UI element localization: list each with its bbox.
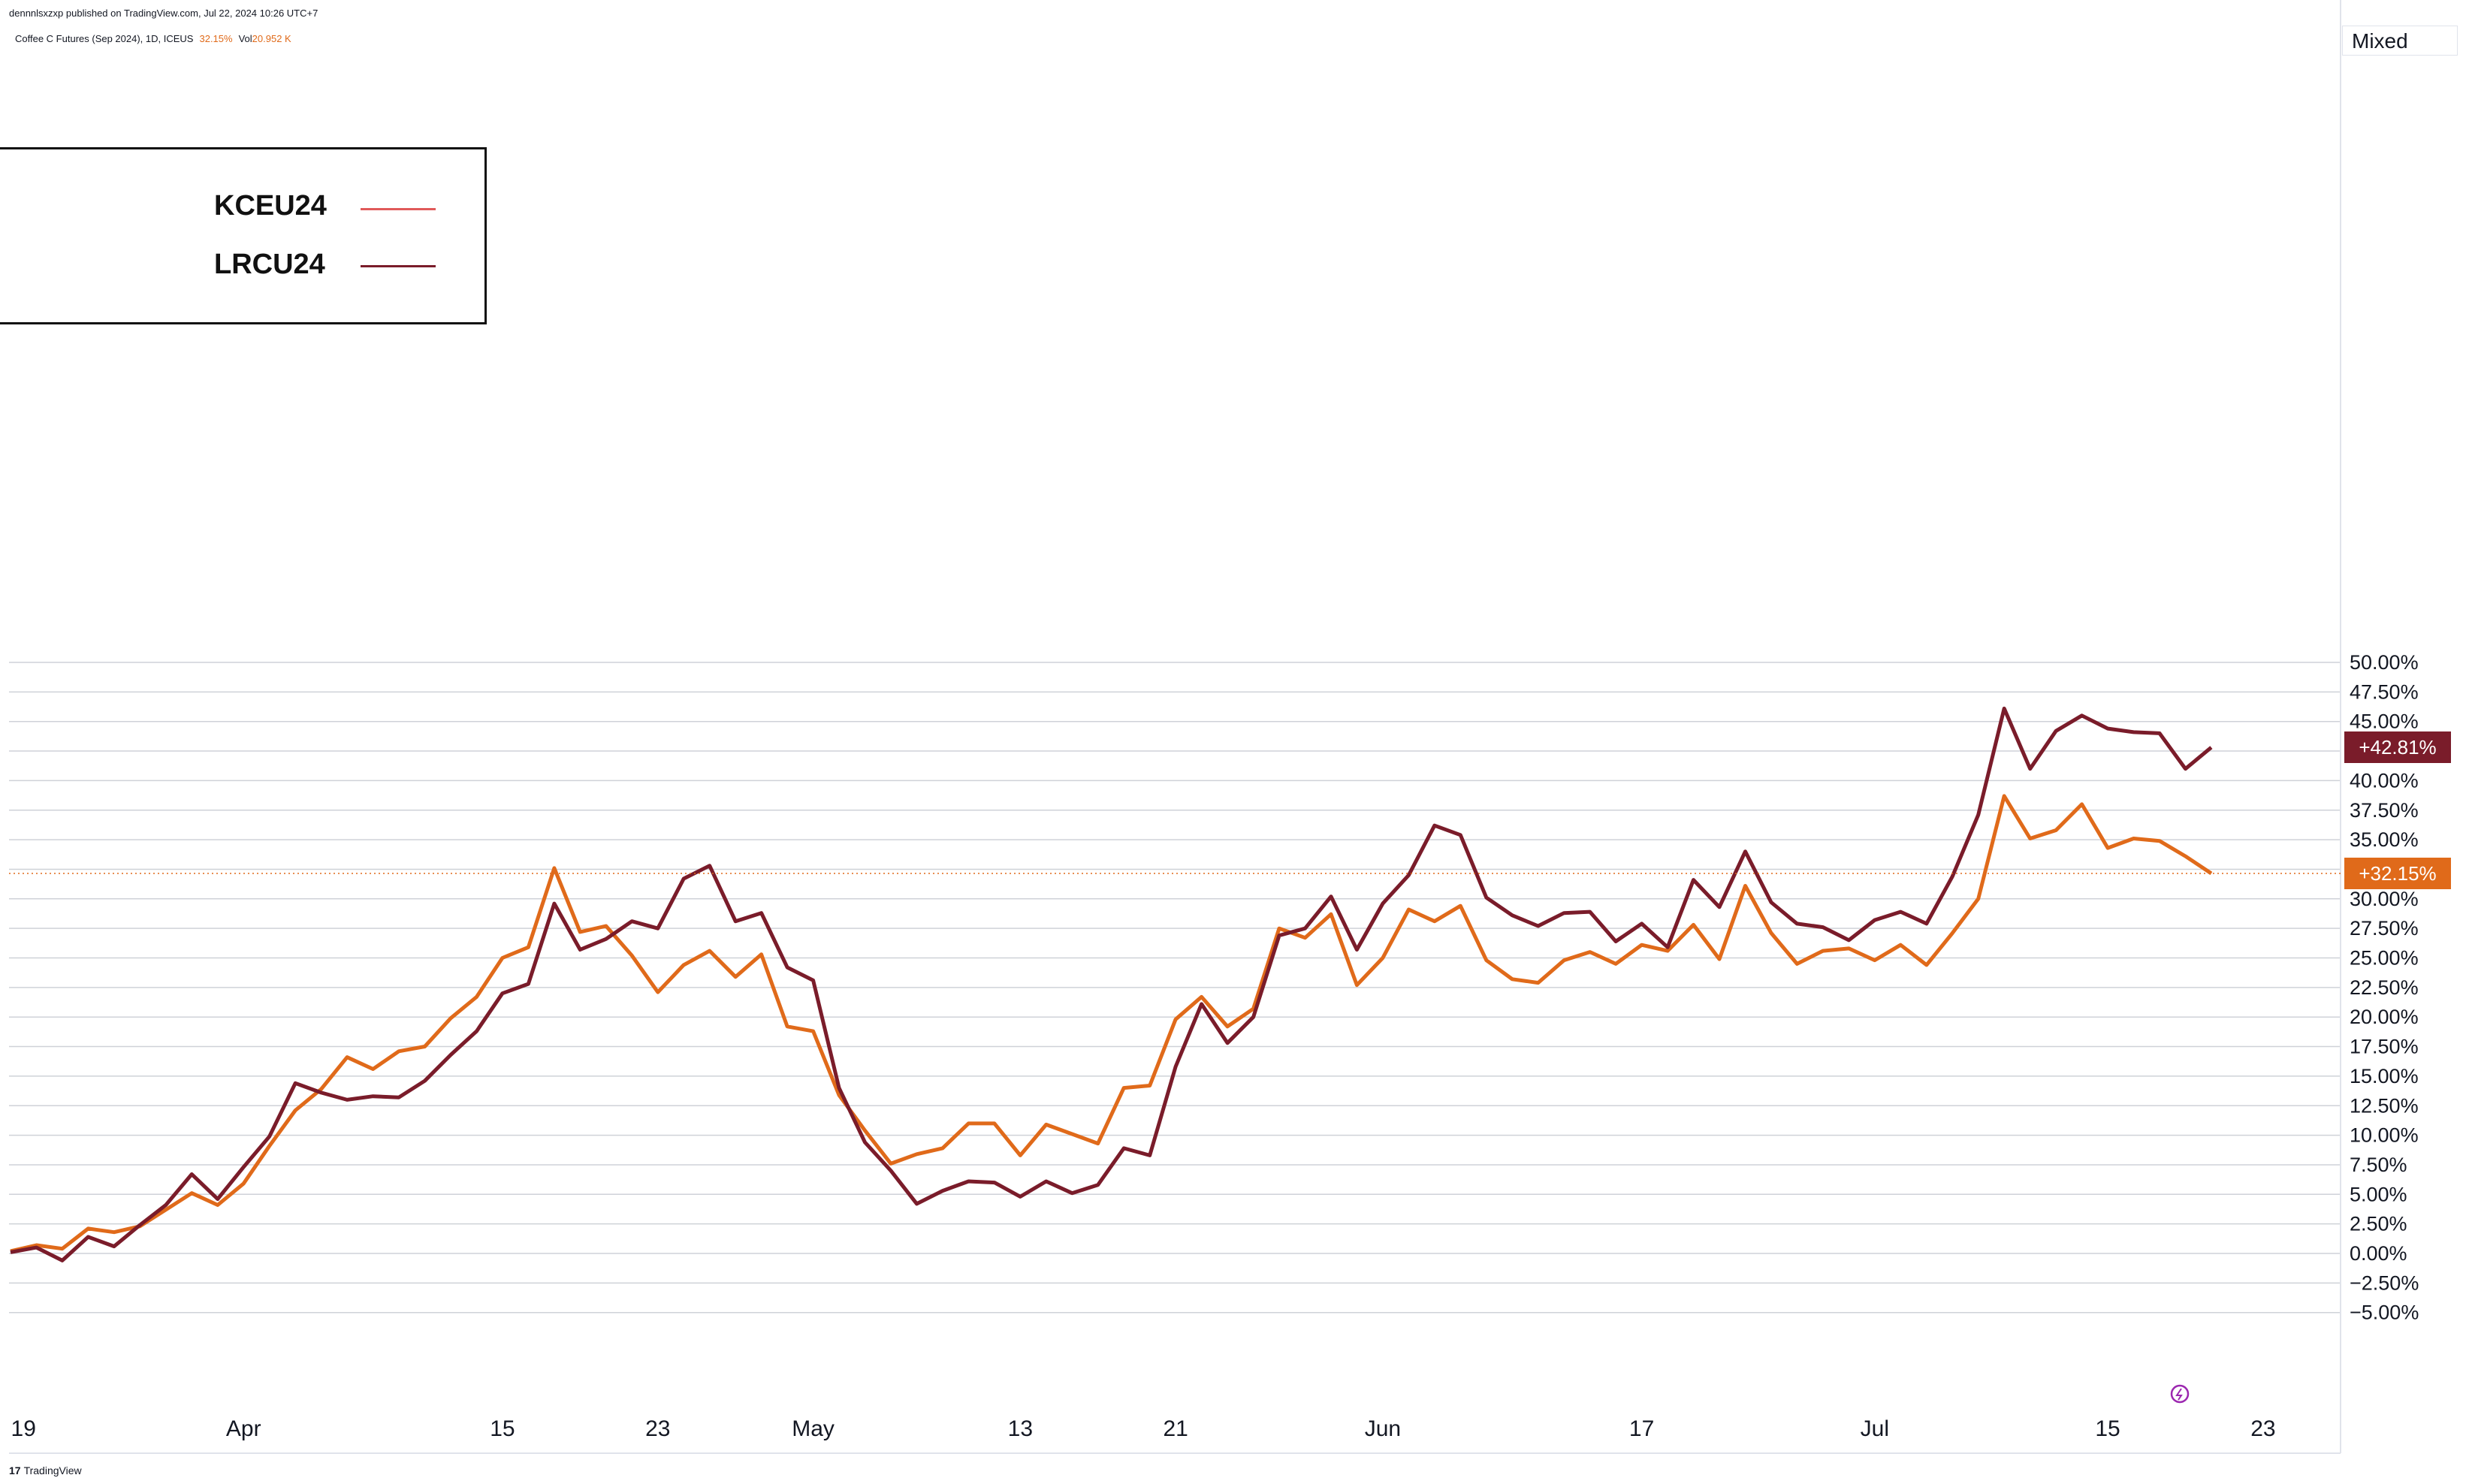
- y-tick-label: 2.50%: [2350, 1213, 2407, 1235]
- published-info: dennnlsxzxp published on TradingView.com…: [9, 8, 318, 19]
- x-tick-label: 15: [2095, 1416, 2120, 1441]
- replay-icon-ring: [2170, 1384, 2190, 1404]
- x-tick-label: 23: [645, 1416, 670, 1441]
- y-tick-label: 25.00%: [2350, 947, 2419, 970]
- series-line-kceu24: [10, 794, 2213, 1253]
- x-tick-label: 15: [490, 1416, 515, 1441]
- y-tick-label: −2.50%: [2350, 1271, 2419, 1294]
- logo-text: TradingView: [23, 1464, 82, 1476]
- y-tick-label: 45.00%: [2350, 710, 2419, 733]
- y-tick-label: 40.00%: [2350, 769, 2419, 792]
- y-tick-label: 47.50%: [2350, 680, 2419, 703]
- x-tick-label: May: [792, 1416, 835, 1441]
- replay-icon-bolt: [2175, 1388, 2183, 1401]
- price-tag-kceu24: +32.15%: [2344, 857, 2451, 889]
- y-tick-label: 17.50%: [2350, 1036, 2419, 1058]
- grid-lines: [9, 662, 2341, 1314]
- symbol-value: 32.15%: [199, 33, 233, 44]
- x-tick-label: 17: [1629, 1416, 1654, 1441]
- price-tag-lrcu24: +42.81%: [2344, 731, 2451, 764]
- tradingview-logo: 17 TradingView: [9, 1464, 82, 1476]
- y-tick-label: 5.00%: [2350, 1183, 2407, 1205]
- logo-mark: 17: [9, 1464, 21, 1476]
- y-tick-label: 30.00%: [2350, 888, 2419, 910]
- volume-label: Vol: [238, 33, 252, 44]
- x-tick-label: 21: [1163, 1416, 1188, 1441]
- y-tick-label: 27.50%: [2350, 917, 2419, 940]
- y-tick-label: 0.00%: [2350, 1242, 2407, 1265]
- y-tick-label: 50.00%: [2350, 651, 2419, 674]
- legend-swatch-kceu24: [361, 208, 436, 210]
- x-tick-label: 23: [2250, 1416, 2275, 1441]
- x-axis: 19 Apr 15 23 May 13 21 Jun 17 Jul 15 23: [11, 1416, 2276, 1441]
- y-tick-label: 15.00%: [2350, 1065, 2419, 1087]
- y-tick-label: 12.50%: [2350, 1094, 2419, 1117]
- y-tick-label: 20.00%: [2350, 1006, 2419, 1028]
- series-lines: [9, 706, 2341, 1262]
- scale-mode-button[interactable]: Mixed: [2342, 26, 2458, 56]
- x-tick-label: Jul: [1861, 1416, 1889, 1441]
- y-tick-label: −5.00%: [2350, 1302, 2419, 1324]
- x-tick-label: 13: [1008, 1416, 1033, 1441]
- legend-label-kceu24: KCEU24: [214, 190, 327, 222]
- volume-value: 20.952 K: [252, 33, 291, 44]
- series-line-lrcu24: [10, 706, 2213, 1262]
- y-tick-label: 35.00%: [2350, 828, 2419, 851]
- y-tick-label: 7.50%: [2350, 1154, 2407, 1176]
- axis-frame: [9, 0, 2341, 1454]
- y-tick-label: 22.50%: [2350, 976, 2419, 999]
- x-tick-label: Apr: [226, 1416, 261, 1441]
- legend-label-lrcu24: LRCU24: [214, 249, 325, 280]
- y-tick-label: 37.50%: [2350, 799, 2419, 822]
- symbol-name: Coffee C Futures (Sep 2024), 1D, ICEUS: [15, 33, 194, 44]
- replay-icon[interactable]: [2170, 1384, 2190, 1404]
- x-tick-label: 19: [11, 1416, 36, 1441]
- x-tick-label: Jun: [1365, 1416, 1401, 1441]
- symbol-info: Coffee C Futures (Sep 2024), 1D, ICEUS 32…: [15, 33, 291, 44]
- legend-swatch-lrcu24: [361, 265, 436, 267]
- legend: KCEU24 LRCU24: [0, 147, 487, 324]
- y-tick-label: 10.00%: [2350, 1124, 2419, 1147]
